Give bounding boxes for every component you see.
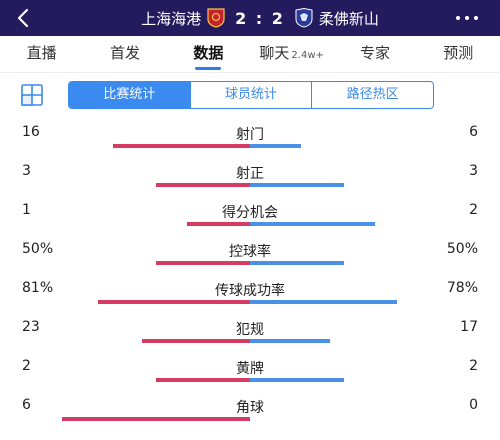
- stat-name: 角球: [236, 400, 264, 416]
- home-stat-value: 1: [22, 202, 31, 218]
- home-stat-bar: [62, 417, 250, 421]
- stat-row: 6 角球 0: [0, 397, 500, 435]
- stats-toolbar: 比赛统计 球员统计 路径热区: [0, 76, 500, 112]
- stat-name: 传球成功率: [215, 283, 285, 299]
- tab-label: 数据: [193, 44, 224, 62]
- away-team-name: 柔佛新山: [318, 9, 379, 28]
- home-team-name: 上海海港: [141, 9, 202, 28]
- layout-toggle-icon[interactable]: [20, 82, 46, 108]
- home-team-crest-icon: [207, 8, 225, 28]
- stat-name: 射门: [236, 127, 264, 143]
- stat-name: 犯规: [236, 322, 264, 338]
- stat-row: 16 射门 6: [0, 124, 500, 162]
- match-summary: 上海海港 2 : 2 柔佛新山: [110, 4, 410, 32]
- away-stat-bar: [250, 339, 330, 343]
- away-stat-bar: [250, 144, 301, 148]
- chat-count: 2.4w+: [291, 50, 324, 61]
- tab-live[interactable]: 直播: [0, 36, 83, 72]
- tab-label: 聊天: [259, 44, 290, 62]
- away-stat-value: 78%: [446, 280, 478, 296]
- home-stat-value: 23: [22, 319, 40, 335]
- away-stat-value: 17: [460, 319, 478, 335]
- tab-label: 专家: [359, 44, 390, 62]
- home-stat-bar: [156, 378, 250, 382]
- away-stat-bar: [250, 261, 344, 265]
- home-stat-bar: [113, 144, 250, 148]
- away-stat-value: 0: [469, 397, 478, 413]
- stat-row: 2 黄牌 2: [0, 358, 500, 396]
- stat-name: 射正: [236, 166, 264, 182]
- away-stat-value: 2: [469, 202, 478, 218]
- home-stat-value: 81%: [22, 280, 54, 296]
- stat-name: 黄牌: [236, 361, 264, 377]
- home-stat-bar: [187, 222, 250, 226]
- tab-experts[interactable]: 专家: [333, 36, 416, 72]
- segment-player-stats[interactable]: 球员统计: [189, 82, 312, 108]
- tab-label: 直播: [26, 44, 57, 62]
- away-stat-value: 50%: [446, 241, 478, 257]
- stat-name: 得分机会: [222, 205, 278, 221]
- tab-label: 预测: [443, 44, 474, 62]
- away-stat-bar: [250, 222, 375, 226]
- tab-lineup[interactable]: 首发: [83, 36, 166, 72]
- home-stat-value: 6: [22, 397, 31, 413]
- stat-name: 控球率: [229, 244, 271, 260]
- away-team-crest-icon: [295, 7, 313, 28]
- away-stat-bar: [250, 300, 397, 304]
- home-stat-bar: [98, 300, 250, 304]
- stat-row: 81% 传球成功率 78%: [0, 280, 500, 318]
- stats-segment-control: 比赛统计 球员统计 路径热区: [68, 81, 434, 109]
- tab-predictions[interactable]: 预测: [417, 36, 500, 72]
- main-tabs: 直播 首发 数据 聊天 2.4w+ 专家 预测: [0, 36, 500, 73]
- away-stat-value: 6: [469, 124, 478, 140]
- home-stat-bar: [156, 183, 250, 187]
- stat-row: 1 得分机会 2: [0, 202, 500, 240]
- home-stat-value: 16: [22, 124, 40, 140]
- tab-data[interactable]: 数据: [167, 36, 250, 72]
- home-stat-bar: [142, 339, 250, 343]
- stat-row: 3 射正 3: [0, 163, 500, 201]
- home-stat-value: 50%: [22, 241, 54, 257]
- away-stat-bar: [250, 183, 344, 187]
- match-score: 2 : 2: [235, 8, 285, 28]
- away-stat-value: 2: [469, 358, 478, 374]
- tab-chat[interactable]: 聊天 2.4w+: [250, 36, 333, 72]
- segment-heat-zones[interactable]: 路径热区: [311, 82, 433, 108]
- tab-label: 首发: [109, 44, 140, 62]
- stat-row: 50% 控球率 50%: [0, 241, 500, 279]
- away-stat-value: 3: [469, 163, 478, 179]
- segment-match-stats[interactable]: 比赛统计: [69, 82, 190, 108]
- match-header: 上海海港 2 : 2 柔佛新山: [0, 0, 500, 36]
- away-stat-bar: [250, 378, 344, 382]
- home-stat-bar: [156, 261, 250, 265]
- stat-row: 23 犯规 17: [0, 319, 500, 357]
- home-stat-value: 2: [22, 358, 31, 374]
- back-icon[interactable]: [12, 6, 36, 30]
- more-options-icon[interactable]: [456, 8, 486, 28]
- home-stat-value: 3: [22, 163, 31, 179]
